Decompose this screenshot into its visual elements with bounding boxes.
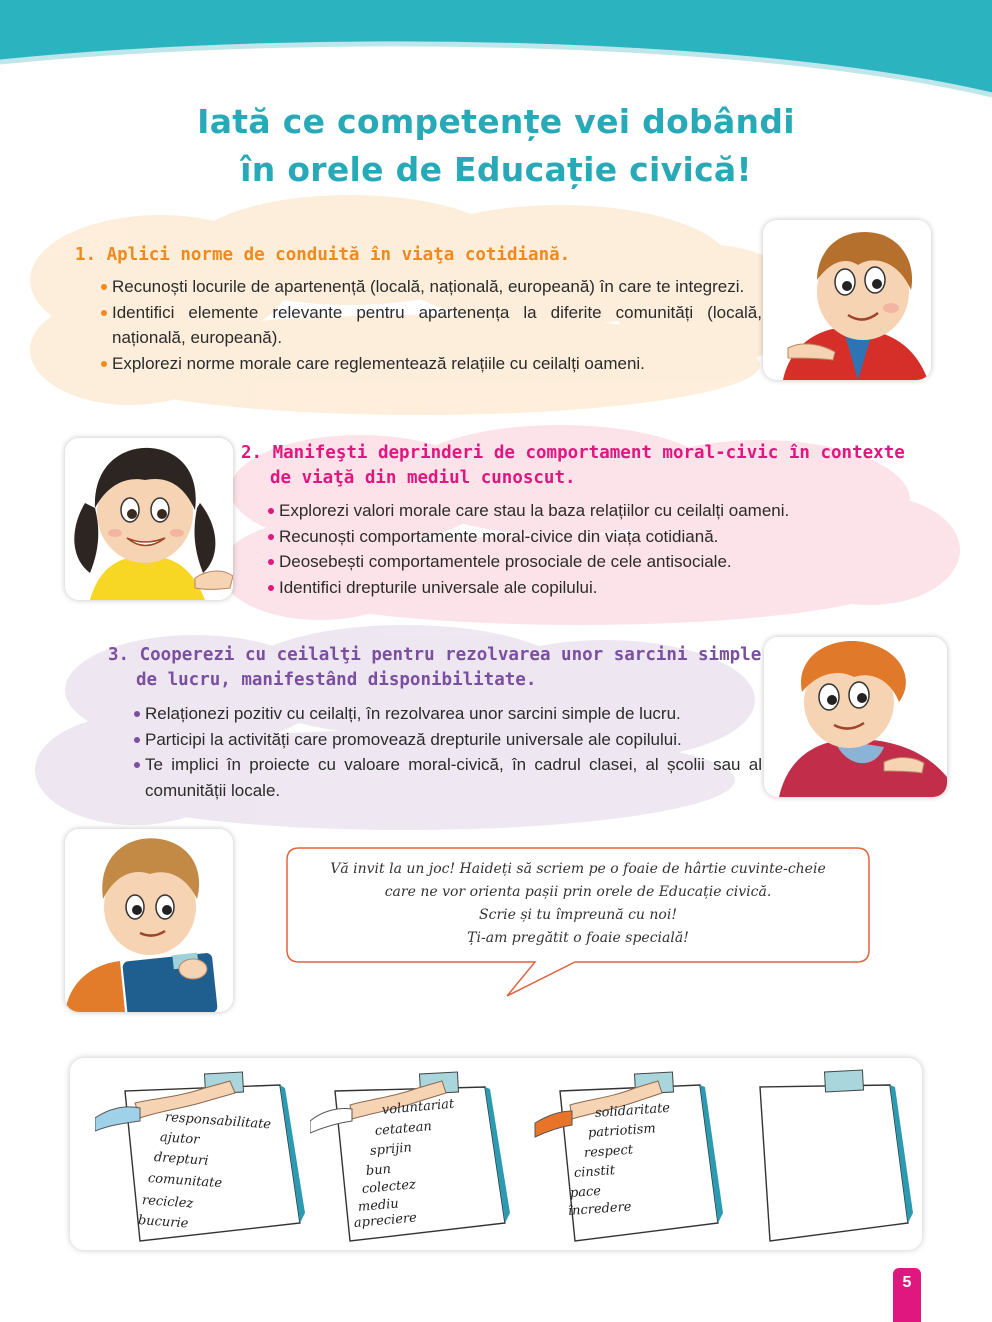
competence-2-heading-line-1: 2. Manifeşti deprinderi de comportament … — [241, 443, 905, 463]
speech-bubble — [286, 847, 870, 997]
sheet-2 — [310, 1071, 510, 1242]
speech-line: Scrie și tu împreună cu noi! — [479, 907, 677, 923]
cloud-background-orange — [30, 195, 805, 415]
list-item: Identifici elemente relevante pentru apa… — [100, 300, 762, 351]
boy-clipboard-illustration — [65, 829, 233, 1012]
list-item: Explorezi norme morale care reglementeaz… — [100, 351, 762, 377]
clipboard-sheets-panel: responsabilitate ajutor drepturi comunit… — [70, 1058, 922, 1250]
cloud-background-pink — [220, 425, 960, 625]
competence-2-list: Explorezi valori morale care stau la baz… — [267, 498, 867, 600]
page-number: 5 — [893, 1268, 921, 1322]
competence-3-heading-line-2: de lucru, manifestând disponibilitate. — [136, 670, 537, 690]
competence-3-heading-line-1: 3. Cooperezi cu ceilalţi pentru rezolvar… — [108, 645, 762, 665]
sheet-word: bun — [365, 1161, 392, 1179]
page-title-line-2: în orele de Educație civică! — [240, 150, 752, 189]
sheet-1 — [95, 1071, 305, 1242]
sheet-4-blank — [759, 1069, 913, 1242]
sheet-word: cinstit — [573, 1163, 616, 1181]
speech-line: Ți-am pregătit o foaie specială! — [467, 930, 689, 946]
boy-pointing-illustration — [763, 220, 931, 380]
sheet-word: ajutor — [159, 1130, 200, 1148]
competence-2-heading-line-2: de viaţă din mediul cunoscut. — [270, 468, 576, 488]
sheet-word: pace — [569, 1183, 602, 1201]
sheet-3 — [534, 1071, 723, 1242]
list-item: Identifici drepturile universale ale cop… — [267, 575, 867, 601]
list-item: Relaționezi pozitiv cu ceilalți, în rezo… — [133, 701, 762, 727]
list-item: Te implici în proiecte cu valoare moral-… — [133, 752, 762, 803]
cloud-background-lilac — [35, 625, 755, 830]
list-item: Recunoști comportamente moral-civice din… — [267, 524, 867, 550]
speech-bubble-text: Vă invit la un joc! Haideți să scriem pe… — [300, 858, 856, 950]
list-item: Deosebești comportamentele prosociale de… — [267, 549, 867, 575]
boy-red-hoodie-illustration — [764, 637, 947, 797]
competence-1-list: Recunoști locurile de apartenență (local… — [100, 274, 762, 376]
page-title-line-1: Iată ce competențe vei dobândi — [197, 102, 795, 141]
speech-line: care ne vor orienta pașii prin orele de … — [384, 884, 772, 900]
competence-1-heading: 1. Aplici norme de conduită în viaţa cot… — [75, 245, 571, 265]
competence-3-list: Relaționezi pozitiv cu ceilalți, în rezo… — [133, 701, 762, 803]
list-item: Explorezi valori morale care stau la baz… — [267, 498, 867, 524]
list-item: Participi la activități care promovează … — [133, 727, 762, 753]
speech-line: Vă invit la un joc! Haideți să scriem pe… — [330, 861, 826, 877]
list-item: Recunoști locurile de apartenență (local… — [100, 274, 762, 300]
girl-pigtails-illustration — [65, 438, 233, 600]
top-banner — [0, 0, 992, 98]
